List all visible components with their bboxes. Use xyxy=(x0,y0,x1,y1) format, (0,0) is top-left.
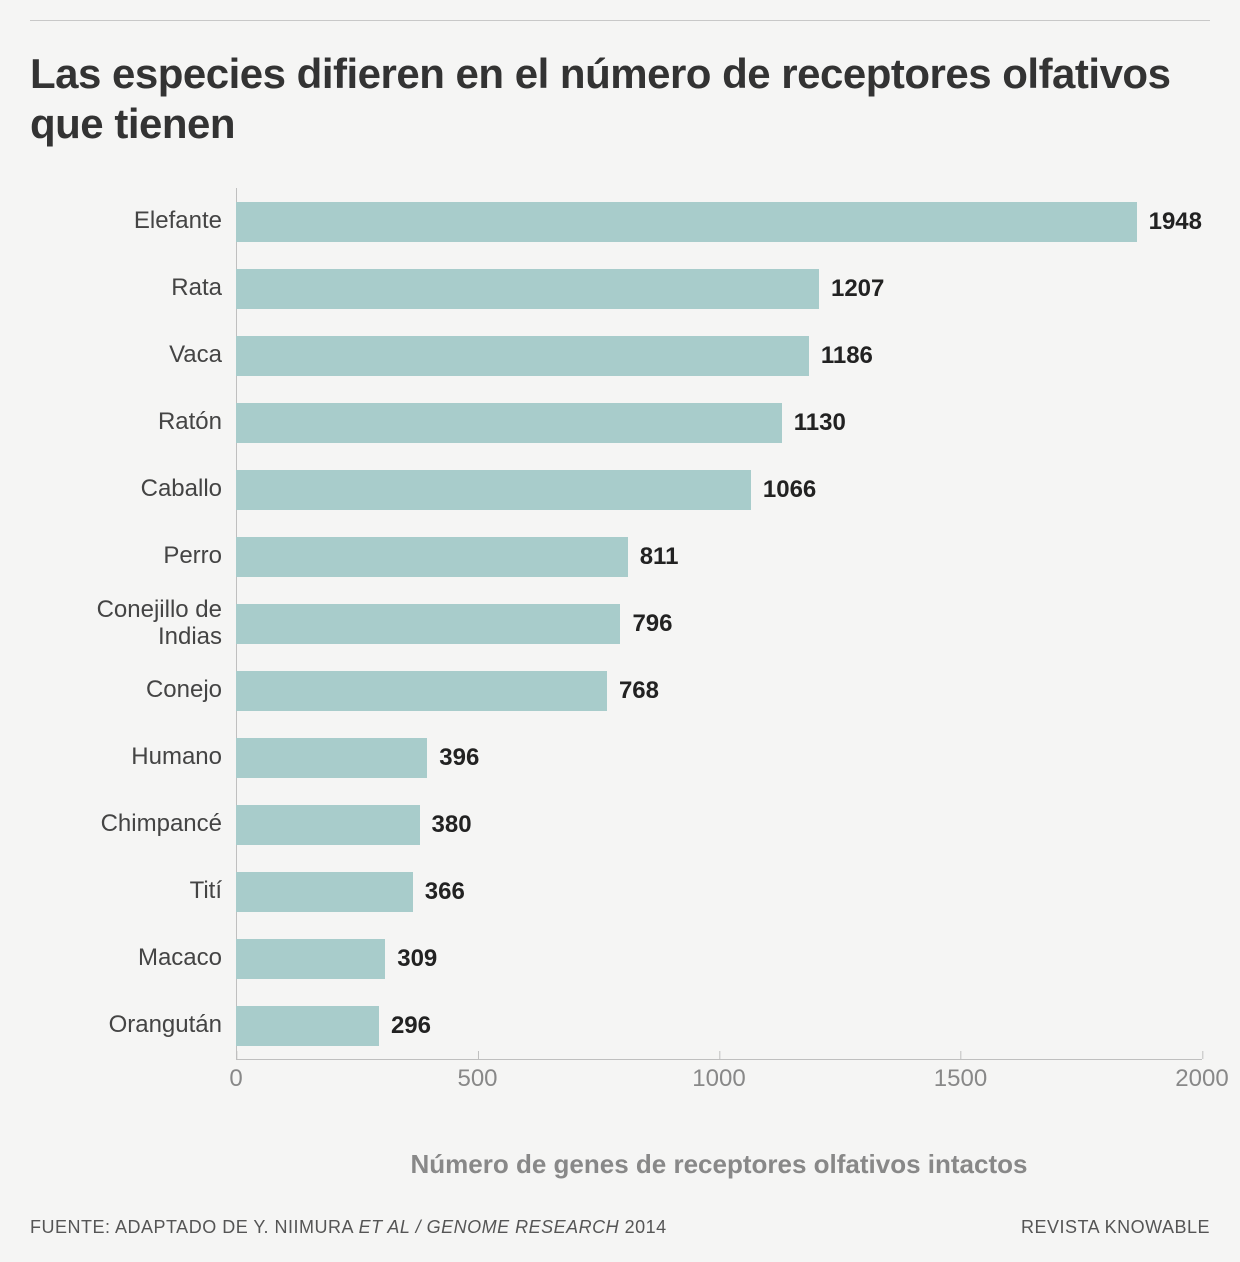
bar-row: Tití 366 xyxy=(60,858,1180,925)
category-label: Vaca xyxy=(60,342,236,368)
source-suffix: 2014 xyxy=(619,1217,667,1237)
bar-row: Orangután 296 xyxy=(60,992,1180,1059)
bar-track: 768 xyxy=(236,657,1180,724)
bar-row: Elefante1948 xyxy=(60,188,1180,255)
source-italic: ET AL / GENOME RESEARCH xyxy=(359,1217,620,1237)
category-label: Orangután xyxy=(60,1012,236,1038)
bar-value-label: 1130 xyxy=(794,409,846,437)
category-label: Ratón xyxy=(60,409,236,435)
footer: FUENTE: ADAPTADO DE Y. NIIMURA ET AL / G… xyxy=(30,1217,1210,1238)
chart-container: Elefante1948 Rata 1207 Vaca 1186 Ratón 1130 Cab… xyxy=(60,188,1180,1180)
bar xyxy=(236,336,809,376)
x-tick: 1500 xyxy=(934,1059,987,1093)
bar-row: Conejo 768 xyxy=(60,657,1180,724)
bar-value-label: 1948 xyxy=(1149,208,1202,236)
bar-track: 1066 xyxy=(236,456,1180,523)
bar xyxy=(236,403,782,443)
category-label: Chimpancé xyxy=(60,811,236,837)
bar-chart: Elefante1948 Rata 1207 Vaca 1186 Ratón 1130 Cab… xyxy=(60,188,1180,1059)
bar-track: 396 xyxy=(236,724,1180,791)
bar-row: Vaca 1186 xyxy=(60,322,1180,389)
x-tick: 1000 xyxy=(692,1059,745,1093)
bar xyxy=(236,738,427,778)
bar xyxy=(236,604,620,644)
bar-track: 1948 xyxy=(236,188,1202,255)
bar-track: 811 xyxy=(236,523,1180,590)
bar-track: 1130 xyxy=(236,389,1180,456)
category-label: Conejo xyxy=(60,677,236,703)
bar-value-label: 396 xyxy=(439,744,479,772)
bar-value-label: 1186 xyxy=(821,342,873,370)
page: Las especies difieren en el número de re… xyxy=(0,0,1240,1262)
top-rule xyxy=(30,20,1210,21)
source-prefix: FUENTE: ADAPTADO DE Y. NIIMURA xyxy=(30,1217,359,1237)
x-tick-label: 500 xyxy=(457,1065,497,1093)
x-axis-label: Número de genes de receptores olfativos … xyxy=(236,1149,1202,1180)
bar xyxy=(236,470,751,510)
bar-row: Conejillo de Indias 796 xyxy=(60,590,1180,657)
bar xyxy=(236,269,819,309)
category-label: Elefante xyxy=(60,208,236,234)
bar-value-label: 811 xyxy=(640,543,679,571)
source-text: FUENTE: ADAPTADO DE Y. NIIMURA ET AL / G… xyxy=(30,1217,667,1238)
x-tick-label: 0 xyxy=(229,1065,242,1093)
x-tick-mark xyxy=(477,1051,478,1059)
bar-value-label: 309 xyxy=(397,945,437,973)
bar-value-label: 768 xyxy=(619,677,659,705)
x-tick-label: 1500 xyxy=(934,1065,987,1093)
bar-track: 380 xyxy=(236,791,1180,858)
bar-track: 1207 xyxy=(236,255,1180,322)
bar-row: Chimpancé 380 xyxy=(60,791,1180,858)
x-tick-mark xyxy=(1202,1051,1203,1059)
chart-title: Las especies difieren en el número de re… xyxy=(30,49,1210,148)
bar-track: 296 xyxy=(236,992,1180,1059)
x-tick-mark xyxy=(960,1051,961,1059)
bar-row: Caballo 1066 xyxy=(60,456,1180,523)
bar-value-label: 296 xyxy=(391,1012,431,1040)
bar xyxy=(236,872,413,912)
bar-track: 309 xyxy=(236,925,1180,992)
bar-value-label: 1066 xyxy=(763,476,816,504)
x-tick-label: 1000 xyxy=(692,1065,745,1093)
category-label: Perro xyxy=(60,543,236,569)
bar-track: 366 xyxy=(236,858,1180,925)
x-tick: 2000 xyxy=(1175,1059,1228,1093)
x-tick-mark xyxy=(719,1051,720,1059)
credit-text: REVISTA KNOWABLE xyxy=(1021,1217,1210,1238)
category-label: Tití xyxy=(60,878,236,904)
bar-row: Perro 811 xyxy=(60,523,1180,590)
x-tick-mark xyxy=(236,1051,237,1059)
category-label: Rata xyxy=(60,275,236,301)
bar-value-label: 1207 xyxy=(831,275,884,303)
x-tick: 0 xyxy=(229,1059,242,1093)
bar-value-label: 796 xyxy=(632,610,672,638)
x-tick-label: 2000 xyxy=(1175,1065,1228,1093)
bar xyxy=(236,939,385,979)
bar-track: 796 xyxy=(236,590,1180,657)
category-label: Caballo xyxy=(60,476,236,502)
x-tick: 500 xyxy=(457,1059,497,1093)
bar xyxy=(236,202,1137,242)
bar-row: Humano 396 xyxy=(60,724,1180,791)
bar-value-label: 380 xyxy=(432,811,472,839)
bar xyxy=(236,805,420,845)
category-label: Humano xyxy=(60,744,236,770)
category-label: Macaco xyxy=(60,945,236,971)
bar-track: 1186 xyxy=(236,322,1180,389)
bar-row: Rata 1207 xyxy=(60,255,1180,322)
bar-value-label: 366 xyxy=(425,878,465,906)
category-label: Conejillo de Indias xyxy=(60,597,236,650)
bar-row: Ratón 1130 xyxy=(60,389,1180,456)
bar xyxy=(236,537,628,577)
bar xyxy=(236,671,607,711)
bar xyxy=(236,1006,379,1046)
bar-row: Macaco 309 xyxy=(60,925,1180,992)
x-axis-ticks: 0500100015002000 xyxy=(236,1059,1202,1099)
